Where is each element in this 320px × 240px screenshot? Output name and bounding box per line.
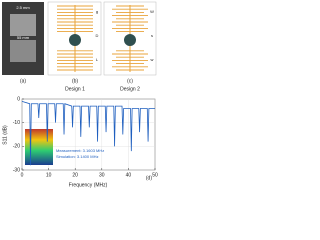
note: 2.5 mm [16,5,30,10]
y-axis-title: S11 (dB) [2,125,8,145]
panel-label: (d) [146,175,152,181]
inset-text: Measurement: 3.1603 MHz [56,148,104,153]
symbol: s [151,33,153,38]
x-axis-title: Frequency (MHz) [69,182,108,188]
caption: Design 1 [65,86,85,92]
inset-map [25,129,53,165]
line-series [21,100,155,166]
panel-label: (b) [72,78,78,84]
chip [10,14,36,36]
figure: 2.5 mm 55 mm (a) (b) (c) Design 1 Design… [2,1,158,188]
symbol: w [151,57,154,62]
y-tick-label: -30 [13,167,20,173]
y-tick-label: 0 [17,96,20,102]
symbol: g [96,9,98,14]
symbol: L [96,57,99,62]
symbol: W [150,9,154,14]
symbol: D [96,33,99,38]
x-tick-label: 40 [126,172,132,178]
panel-label: (a) [20,78,26,84]
electrode [124,34,136,46]
inset-text: Simulation: 3.1400 MHz [56,154,98,159]
panel-label: (c) [127,78,133,84]
x-tick-label: 30 [99,172,105,178]
x-tick-label: 0 [21,172,24,178]
chip [10,40,36,62]
note: 55 mm [17,35,30,40]
x-tick-label: 10 [46,172,52,178]
y-tick-label: -10 [13,120,20,126]
x-tick-label: 50 [152,172,158,178]
y-tick-label: -20 [13,144,20,150]
x-tick-label: 20 [72,172,78,178]
electrode [69,34,81,46]
caption: Design 2 [120,86,140,92]
